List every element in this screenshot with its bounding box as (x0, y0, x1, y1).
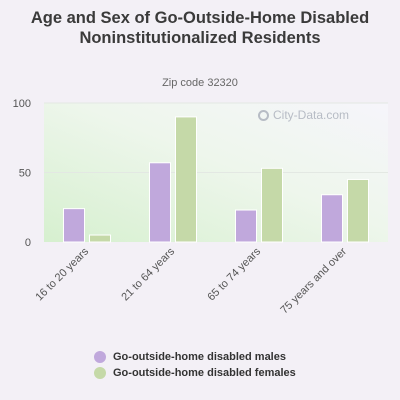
watermark: City-Data.com (258, 108, 349, 122)
chart-title: Age and Sex of Go-Outside-Home Disabled … (30, 9, 370, 47)
y-tick-label: 50 (19, 168, 31, 180)
bar-males (149, 162, 171, 243)
x-tick-label: 65 to 74 years (205, 245, 263, 303)
chart-subtitle: Zip code 32320 (162, 77, 238, 89)
y-tick-label: 0 (25, 237, 31, 249)
legend-label-females: Go-outside-home disabled females (113, 367, 296, 379)
x-tick-label: 75 years and over (278, 245, 349, 316)
x-tick-label: 16 to 20 years (33, 245, 91, 303)
bar-males (321, 194, 343, 243)
bar-males (235, 209, 257, 243)
magnifier-icon (258, 109, 269, 121)
bar-females (89, 234, 111, 243)
bar-females (347, 178, 369, 243)
legend-item-females: Go-outside-home disabled females (94, 365, 296, 381)
legend-swatch-females (94, 367, 106, 379)
x-tick-label: 21 to 64 years (119, 245, 177, 303)
bar-males (63, 208, 85, 243)
legend-label-males: Go-outside-home disabled males (113, 351, 286, 363)
legend-item-males: Go-outside-home disabled males (94, 349, 296, 365)
watermark-text: City-Data.com (273, 108, 350, 122)
legend: Go-outside-home disabled males Go-outsid… (94, 349, 296, 381)
legend-swatch-males (94, 351, 106, 363)
y-tick-label: 100 (13, 98, 31, 110)
bar-females (261, 167, 283, 243)
bar-females (175, 116, 197, 243)
